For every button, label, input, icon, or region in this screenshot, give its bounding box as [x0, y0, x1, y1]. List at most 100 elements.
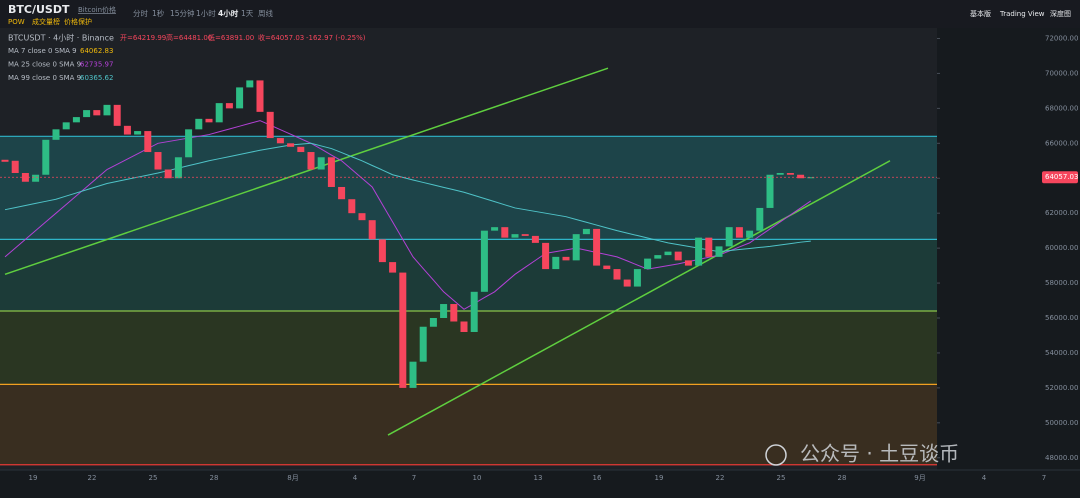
x-tick-label: 25	[149, 474, 158, 482]
candle	[674, 251, 682, 261]
zone	[0, 384, 937, 465]
candle	[786, 173, 794, 175]
timeframe[interactable]: 1天	[241, 9, 254, 18]
x-tick-label: 25	[777, 474, 786, 482]
candle	[32, 174, 40, 182]
x-tick-label: 28	[210, 474, 219, 482]
y-tick-label: 70000.00	[1045, 69, 1078, 77]
candle	[807, 177, 815, 179]
candle	[123, 125, 131, 135]
candle	[766, 174, 774, 208]
candle	[776, 173, 784, 175]
ma-value: 64062.83	[80, 47, 113, 55]
ma-value: 60365.62	[80, 74, 113, 82]
last-price: 64057.03	[1045, 173, 1078, 181]
ma-value: 62735.97	[80, 61, 113, 69]
candle	[470, 291, 478, 332]
timeframe[interactable]: 1小时	[196, 8, 216, 18]
candle	[368, 220, 376, 240]
x-tick-label: 7	[1042, 474, 1046, 482]
candle	[593, 228, 601, 266]
candle	[623, 279, 631, 287]
ohlc-value: 高=64481.00	[166, 33, 212, 42]
tag[interactable]: 价格保护	[64, 17, 92, 26]
legend-title: BTCUSDT · 4小时 · Binance	[8, 33, 114, 43]
timeframe[interactable]: 周线	[258, 8, 273, 18]
toolbar	[0, 0, 1080, 28]
y-tick-label: 48000.00	[1045, 454, 1078, 462]
candle	[134, 131, 142, 135]
zone	[0, 311, 937, 385]
candle	[531, 235, 539, 243]
view-tab[interactable]: 深度图	[1050, 9, 1071, 18]
timeframe[interactable]: 分时	[133, 8, 148, 18]
candle	[144, 131, 152, 153]
candle	[542, 242, 550, 270]
candle	[113, 104, 121, 126]
y-tick-label: 66000.00	[1045, 139, 1078, 147]
candle	[450, 304, 458, 322]
candle	[572, 234, 580, 261]
watermark: 公众号 · 土豆谈币	[800, 442, 959, 466]
candle	[358, 213, 366, 221]
candle	[266, 111, 274, 139]
x-tick-label: 4	[982, 474, 987, 482]
candle	[491, 227, 499, 231]
candle	[756, 207, 764, 231]
x-tick-label: 19	[655, 474, 664, 482]
candle	[103, 104, 111, 116]
ma-name: MA 7 close 0 SMA 9	[8, 47, 77, 55]
candle	[644, 258, 652, 270]
ohlc-value: 开=64219.99	[120, 34, 166, 42]
y-tick-label: 54000.00	[1045, 349, 1078, 357]
zone	[0, 239, 937, 312]
x-tick-label: 9月	[914, 474, 925, 482]
tag[interactable]: POW	[8, 18, 25, 26]
candle	[705, 237, 713, 257]
pair[interactable]: BTC/USDT	[8, 3, 70, 16]
candle	[348, 199, 356, 214]
candle	[429, 318, 437, 327]
timeframe[interactable]: 15分钟	[170, 8, 195, 18]
candle	[11, 160, 19, 174]
y-tick-label: 62000.00	[1045, 209, 1078, 217]
ohlc-value: 收=64057.03	[258, 33, 304, 42]
candle	[735, 227, 743, 238]
candle	[684, 260, 692, 266]
candle	[695, 237, 703, 266]
x-tick-label: 8月	[287, 474, 298, 482]
candle	[52, 129, 60, 140]
candle	[582, 228, 590, 235]
x-tick-label: 22	[88, 474, 97, 482]
candle	[205, 118, 213, 123]
view-tab[interactable]: 基本版	[970, 9, 991, 18]
trendline	[4, 67, 609, 276]
candle	[460, 321, 468, 332]
timeframe[interactable]: 1秒	[152, 8, 165, 18]
y-tick-label: 56000.00	[1045, 314, 1078, 322]
x-tick-label: 19	[29, 474, 38, 482]
x-tick-label: 16	[593, 474, 602, 482]
trendline	[387, 160, 891, 436]
candle	[72, 117, 80, 123]
candle	[93, 110, 101, 116]
y-tick-label: 72000.00	[1045, 34, 1078, 42]
candle	[613, 269, 621, 280]
tag[interactable]: 成交量榜	[32, 17, 60, 26]
view-tab[interactable]: Trading View	[999, 10, 1045, 18]
candle	[409, 361, 417, 388]
candle	[378, 239, 386, 263]
ma-name: MA 99 close 0 SMA 9	[8, 74, 81, 82]
ohlc-value: 低=63891.00	[208, 33, 254, 42]
y-tick-label: 60000.00	[1045, 244, 1078, 252]
candle	[633, 269, 641, 287]
candle	[297, 146, 305, 153]
candle	[419, 326, 427, 362]
candle	[664, 251, 672, 256]
candle	[440, 304, 448, 319]
candle	[317, 157, 325, 170]
candle	[715, 246, 723, 257]
timeframe[interactable]: 4小时	[218, 8, 239, 18]
candle	[603, 265, 611, 270]
